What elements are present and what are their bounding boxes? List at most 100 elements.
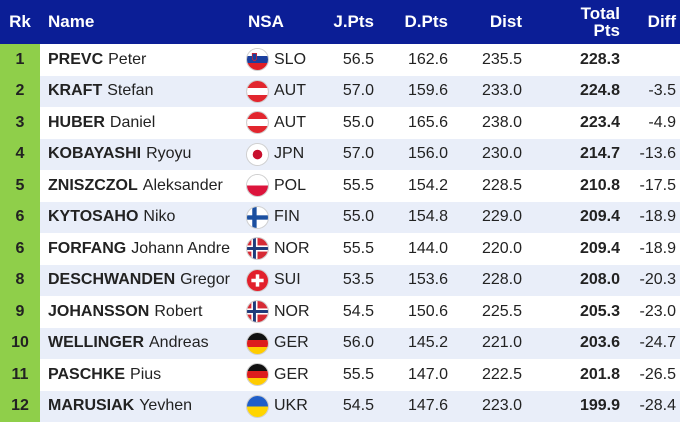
- rank-cell: 8: [0, 265, 40, 297]
- rank-cell: 10: [0, 328, 40, 360]
- athlete-name[interactable]: KOBAYASHI Ryoyu: [48, 139, 244, 171]
- rank-cell: 1: [0, 44, 40, 76]
- total-points: 209.4: [560, 233, 620, 265]
- jump-points: 56.0: [320, 328, 374, 360]
- jump-points: 57.0: [320, 76, 374, 108]
- nsa-code: AUT: [274, 107, 314, 139]
- athlete-first-name: Johann Andre: [131, 240, 230, 258]
- diff-value: -24.7: [630, 328, 676, 360]
- japan-flag-icon: [246, 143, 269, 166]
- header-total-line1: Total: [581, 5, 620, 22]
- distance: 223.0: [466, 391, 522, 422]
- distance-points: 156.0: [392, 139, 448, 171]
- athlete-name[interactable]: ZNISZCZOL Aleksander: [48, 170, 244, 202]
- distance-points: 144.0: [392, 233, 448, 265]
- athlete-first-name: Peter: [108, 51, 146, 69]
- athlete-last-name: JOHANSSON: [48, 303, 149, 321]
- athlete-last-name: PASCHKE: [48, 366, 125, 384]
- distance-points: 165.6: [392, 107, 448, 139]
- jump-points: 57.0: [320, 139, 374, 171]
- nsa-code: SUI: [274, 265, 314, 297]
- diff-value: -26.5: [630, 359, 676, 391]
- rank-cell: 6: [0, 202, 40, 234]
- total-points: 201.8: [560, 359, 620, 391]
- distance: 230.0: [466, 139, 522, 171]
- distance-points: 154.2: [392, 170, 448, 202]
- nsa-code: SLO: [274, 44, 314, 76]
- poland-flag-icon: [246, 174, 269, 197]
- jump-points: 53.5: [320, 265, 374, 297]
- distance-points: 154.8: [392, 202, 448, 234]
- diff-value: -28.4: [630, 391, 676, 422]
- header-jump-points[interactable]: J.Pts: [320, 0, 374, 44]
- distance-points: 162.6: [392, 44, 448, 76]
- header-nsa[interactable]: NSA: [248, 0, 308, 44]
- athlete-first-name: Robert: [154, 303, 202, 321]
- header-distance[interactable]: Dist: [466, 0, 522, 44]
- nsa-code: FIN: [274, 202, 314, 234]
- distance-points: 147.0: [392, 359, 448, 391]
- athlete-last-name: KYTOSAHO: [48, 208, 138, 226]
- germany-flag-icon: [246, 332, 269, 355]
- switzerland-flag-icon: [246, 269, 269, 292]
- athlete-last-name: DESCHWANDEN: [48, 271, 175, 289]
- nsa-code: GER: [274, 359, 314, 391]
- distance: 229.0: [466, 202, 522, 234]
- distance: 238.0: [466, 107, 522, 139]
- slovenia-flag-icon: [246, 48, 269, 71]
- nsa-code: NOR: [274, 296, 314, 328]
- header-name[interactable]: Name: [48, 0, 148, 44]
- distance-points: 145.2: [392, 328, 448, 360]
- jump-points: 54.5: [320, 296, 374, 328]
- rank-cell: 11: [0, 359, 40, 391]
- distance-points: 150.6: [392, 296, 448, 328]
- diff-value: -20.3: [630, 265, 676, 297]
- header-distance-points[interactable]: D.Pts: [392, 0, 448, 44]
- athlete-last-name: WELLINGER: [48, 334, 144, 352]
- diff-value: [630, 44, 676, 76]
- diff-value: -3.5: [630, 76, 676, 108]
- rank-cell: 9: [0, 296, 40, 328]
- athlete-first-name: Ryoyu: [146, 145, 191, 163]
- athlete-first-name: Aleksander: [143, 177, 223, 195]
- jump-points: 55.5: [320, 170, 374, 202]
- distance: 222.5: [466, 359, 522, 391]
- austria-flag-icon: [246, 111, 269, 134]
- athlete-last-name: ZNISZCZOL: [48, 177, 138, 195]
- diff-value: -17.5: [630, 170, 676, 202]
- rank-cell: 2: [0, 76, 40, 108]
- header-rank[interactable]: Rk: [0, 0, 40, 44]
- distance: 220.0: [466, 233, 522, 265]
- rank-cell: 4: [0, 139, 40, 171]
- diff-value: -18.9: [630, 202, 676, 234]
- header-diff[interactable]: Diff: [630, 0, 676, 44]
- distance: 221.0: [466, 328, 522, 360]
- athlete-name[interactable]: JOHANSSON Robert: [48, 296, 244, 328]
- diff-value: -4.9: [630, 107, 676, 139]
- athlete-last-name: KOBAYASHI: [48, 145, 141, 163]
- distance: 233.0: [466, 76, 522, 108]
